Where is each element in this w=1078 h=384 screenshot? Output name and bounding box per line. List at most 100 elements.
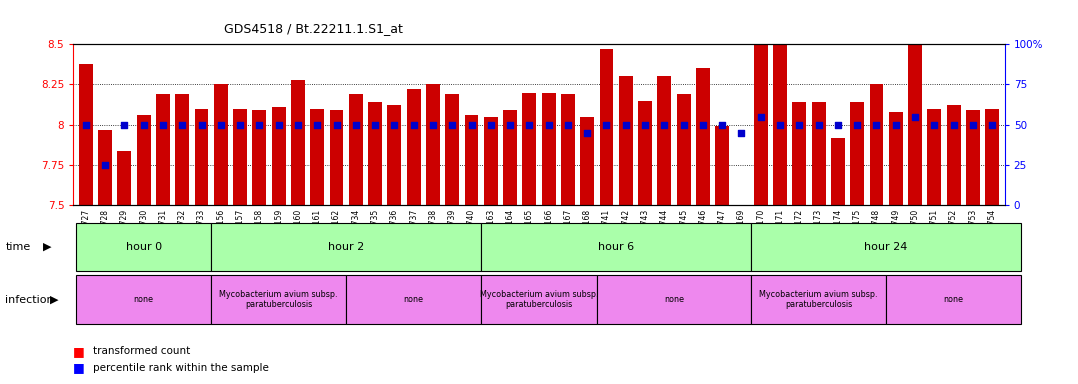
Text: Mycobacterium avium subsp.
paratuberculosis: Mycobacterium avium subsp. paratuberculo… [480, 290, 598, 309]
Text: GSM823739: GSM823739 [447, 209, 457, 255]
Bar [77, 223, 211, 271]
Point [405, 122, 423, 128]
Bar [886, 275, 1021, 324]
Text: GSM823733: GSM823733 [197, 209, 206, 255]
Bar [465, 115, 479, 205]
Text: GSM863171: GSM863171 [775, 209, 785, 255]
Bar [658, 76, 672, 205]
Point [328, 122, 345, 128]
Bar [851, 102, 865, 205]
Point [926, 122, 943, 128]
Text: time: time [5, 242, 30, 252]
Text: GSM863158: GSM863158 [254, 209, 264, 255]
Bar [715, 126, 729, 205]
Bar [908, 12, 922, 205]
Bar [156, 94, 170, 205]
Point [540, 122, 557, 128]
Bar [291, 79, 305, 205]
Text: GSM863170: GSM863170 [757, 209, 765, 255]
Point [868, 122, 885, 128]
Point [193, 122, 210, 128]
Text: GSM823736: GSM823736 [390, 209, 399, 255]
Bar [751, 275, 886, 324]
Bar [523, 93, 536, 205]
Text: GSM823728: GSM823728 [100, 209, 110, 255]
Bar [677, 94, 691, 205]
Bar [696, 68, 709, 205]
Point [733, 130, 750, 136]
Bar [503, 110, 517, 205]
Point [308, 122, 326, 128]
Bar [831, 138, 845, 205]
Point [367, 122, 384, 128]
Text: infection: infection [5, 295, 54, 305]
Point [115, 122, 133, 128]
Bar [330, 110, 344, 205]
Text: GSM823731: GSM823731 [158, 209, 167, 255]
Text: GSM823730: GSM823730 [139, 209, 148, 255]
Bar [272, 107, 286, 205]
Point [78, 122, 95, 128]
Bar [137, 115, 151, 205]
Text: none: none [134, 295, 154, 304]
Text: GSM823735: GSM823735 [371, 209, 379, 255]
Point [289, 122, 306, 128]
Bar [426, 84, 440, 205]
Bar [580, 117, 594, 205]
Point [945, 122, 963, 128]
Text: GSM823745: GSM823745 [679, 209, 688, 255]
Bar [754, 1, 768, 205]
Point [983, 122, 1000, 128]
Point [907, 114, 924, 120]
Bar [213, 84, 227, 205]
Bar [773, 17, 787, 205]
Point [347, 122, 364, 128]
Point [174, 122, 191, 128]
Bar [561, 94, 575, 205]
Bar [484, 117, 498, 205]
Point [444, 122, 461, 128]
Bar [927, 109, 941, 205]
Bar [79, 63, 93, 205]
Point [790, 122, 807, 128]
Text: ■: ■ [73, 345, 85, 358]
Point [617, 122, 634, 128]
Point [271, 122, 288, 128]
Point [829, 122, 846, 128]
Bar [77, 275, 211, 324]
Point [714, 122, 731, 128]
Point [636, 122, 653, 128]
Bar [751, 223, 1021, 271]
Point [810, 122, 827, 128]
Text: GSM863174: GSM863174 [833, 209, 842, 255]
Text: GSM823734: GSM823734 [351, 209, 360, 255]
Text: Mycobacterium avium subsp.
paratuberculosis: Mycobacterium avium subsp. paratuberculo… [759, 290, 877, 309]
Point [598, 122, 616, 128]
Point [462, 122, 480, 128]
Text: ▶: ▶ [43, 242, 52, 252]
Text: GSM823750: GSM823750 [911, 209, 920, 255]
Text: hour 6: hour 6 [598, 242, 634, 252]
Bar [211, 275, 346, 324]
Text: percentile rank within the sample: percentile rank within the sample [93, 363, 268, 373]
Bar [542, 93, 555, 205]
Bar [233, 109, 247, 205]
Bar [406, 89, 420, 205]
Text: GDS4518 / Bt.22211.1.S1_at: GDS4518 / Bt.22211.1.S1_at [224, 22, 403, 35]
Text: GSM823752: GSM823752 [949, 209, 958, 255]
Bar [211, 223, 481, 271]
Bar [195, 109, 208, 205]
Text: GSM823746: GSM823746 [699, 209, 707, 255]
Point [559, 122, 577, 128]
Text: GSM823729: GSM823729 [120, 209, 129, 255]
Bar [387, 106, 401, 205]
Text: GSM863167: GSM863167 [564, 209, 572, 255]
Text: GSM823738: GSM823738 [428, 209, 438, 255]
Text: GSM863165: GSM863165 [525, 209, 534, 255]
Bar [638, 101, 652, 205]
Text: GSM823744: GSM823744 [660, 209, 668, 255]
Bar [599, 49, 613, 205]
Bar [346, 275, 481, 324]
Bar [118, 151, 132, 205]
Bar [310, 109, 324, 205]
